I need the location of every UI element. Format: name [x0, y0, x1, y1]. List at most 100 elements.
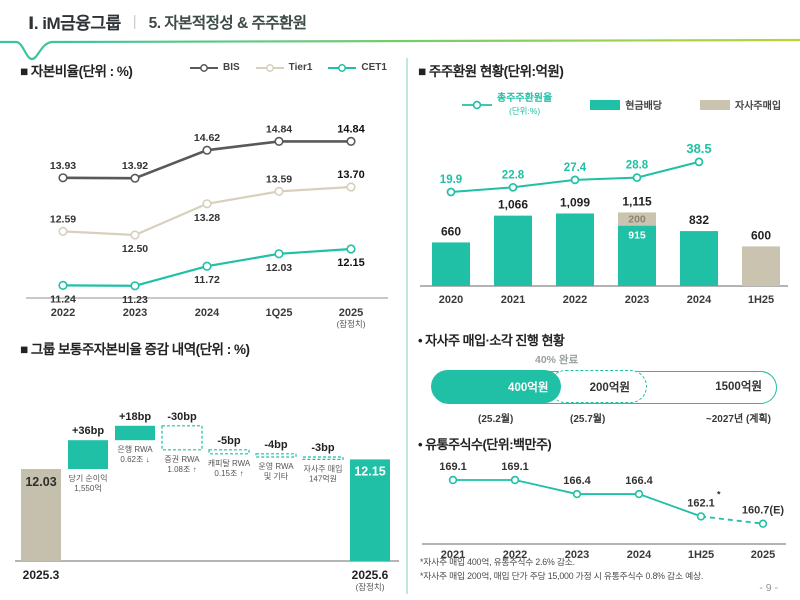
- value-label: 11.72: [194, 274, 220, 286]
- x-tick: 2024: [687, 294, 712, 306]
- value-label: 13.92: [122, 160, 148, 172]
- total-label: 660: [441, 224, 461, 238]
- point: [346, 244, 356, 254]
- legend-item-total-return: 총주주환원율 (단위:%): [462, 93, 552, 116]
- start-value: 12.03: [25, 475, 56, 489]
- line-value-label: 19.9: [440, 174, 462, 186]
- value-label: 169.1: [501, 461, 529, 473]
- buyback-title: • 자사주 매입·소각 진행 현황: [418, 333, 565, 348]
- point: [346, 182, 356, 192]
- bar-cash-2022: [556, 213, 594, 286]
- point: [202, 261, 212, 271]
- value-label: 13.93: [50, 160, 76, 172]
- legend-item-tier1: Tier1: [255, 62, 312, 73]
- value-label: 11.24: [50, 293, 76, 305]
- step-label: 증권 RWA: [164, 454, 200, 464]
- bar-cash-2020: [432, 242, 470, 286]
- step-down: [255, 453, 297, 458]
- bar-buyback-1H25: [742, 246, 780, 286]
- step-label: 자사주 매입: [303, 464, 342, 473]
- point: [572, 489, 582, 499]
- delta-label: +36bp: [72, 425, 104, 437]
- bridge-title: ■ 그룹 보통주자본비율 증감 내역(단위 : %): [20, 342, 250, 357]
- point: [202, 199, 212, 209]
- point: [510, 475, 520, 485]
- legend-sublabel: (단위:%): [508, 105, 541, 116]
- value-label: 160.7(E): [742, 505, 785, 517]
- x-tick: 2023: [625, 294, 649, 306]
- date-completed: (25.2월): [478, 414, 514, 425]
- point: [274, 249, 284, 259]
- point: [58, 280, 68, 290]
- x-tick: 2022: [503, 549, 527, 561]
- page-number: - 9 -: [759, 582, 778, 594]
- bar-buyback-2023: [618, 212, 656, 226]
- footnote-1: *자사주 매입 400억, 유통주식수 2.6% 감소.: [420, 557, 575, 567]
- value-label: 13.28: [194, 212, 220, 224]
- point: [274, 186, 284, 196]
- segment-amount: 400억원: [508, 381, 549, 394]
- delta-label: -30bp: [167, 411, 197, 423]
- shares-line-forecast: [700, 515, 764, 525]
- point: [696, 512, 706, 521]
- point: [130, 281, 140, 291]
- delta-label: -4bp: [264, 439, 288, 451]
- column-divider: [406, 58, 408, 594]
- section-title: Ⅰ. iM금융그룹: [28, 14, 121, 33]
- x-tick: 2022: [563, 294, 587, 306]
- point: [130, 173, 140, 183]
- value-label: 166.4: [563, 475, 591, 487]
- x-tick: 1H25: [748, 294, 774, 306]
- step-label: 운영 RWA: [258, 461, 294, 471]
- value-label: 169.1: [439, 461, 467, 473]
- shareholder-return-legend: 총주주환원율 (단위:%) 현금배당 자사주매입: [462, 93, 781, 116]
- value-label: 12.15: [337, 257, 365, 269]
- value-label: 13.70: [337, 169, 365, 181]
- x-tick: 2024: [195, 307, 220, 319]
- point: [758, 519, 768, 528]
- line-point: [632, 173, 642, 182]
- point: [58, 173, 68, 183]
- legend-label: CET1: [361, 62, 387, 73]
- x-tick: 2021: [501, 294, 525, 306]
- legend-label: 총주주환원율: [497, 93, 553, 104]
- total-label: 832: [689, 213, 709, 227]
- header-divider: |: [132, 13, 137, 30]
- line-marker-icon: [462, 100, 492, 109]
- line-value-label: 38.5: [686, 141, 711, 156]
- total-label: 1,115: [622, 194, 652, 208]
- capital-ratio-title: ■ 자본비율(단위 : %): [20, 64, 133, 79]
- progress-segment-completed: 400억원: [431, 370, 562, 404]
- progress-segment-planned: 1500억원: [715, 372, 762, 402]
- footnotes: *자사주 매입 400억, 유통주식수 2.6% 감소. *자사주 매입 200…: [420, 556, 703, 583]
- step-up: [68, 440, 108, 469]
- step-label: 0.15조 ↑: [214, 469, 243, 478]
- footnote-2: *자사주 매입 200억, 매입 단가 주당 15,000 가정 시 유통주식수…: [420, 570, 704, 581]
- total-label: 600: [751, 228, 771, 242]
- shareholder-return-chart: 660 2020 1,066 2021 1,099 2022 1,115 2023 832 202…: [420, 141, 788, 306]
- x-tick: 2022: [51, 307, 75, 319]
- line-marker-icon: [255, 63, 284, 72]
- legend-label: 현금배당: [625, 101, 663, 113]
- line-value-label: 27.4: [564, 162, 587, 174]
- legend-label: 자사주매입: [735, 101, 782, 113]
- step-up: [115, 425, 155, 441]
- step-label: 은행 RWA: [117, 444, 153, 454]
- step-label: 1.08조 ↑: [167, 465, 196, 474]
- footnote-marker: *: [717, 489, 721, 499]
- total-label: 1,099: [560, 195, 590, 209]
- step-label: 및 기타: [264, 471, 289, 481]
- value-label: 12.03: [266, 262, 292, 274]
- progress-percent-label: 40% 완료: [535, 354, 579, 366]
- line-marker-icon: [190, 63, 218, 72]
- point: [448, 475, 458, 485]
- header-underline-swoosh: [0, 38, 800, 61]
- value-label: 12.50: [122, 243, 148, 255]
- legend-item-bis: BIS: [190, 62, 240, 73]
- line-value-label: 22.8: [502, 169, 525, 181]
- slide-header: Ⅰ. iM금융그룹 | 5. 자본적정성 & 주주환원: [28, 9, 307, 34]
- x-tick: 2024: [627, 549, 652, 561]
- value-label: 14.84: [266, 123, 292, 135]
